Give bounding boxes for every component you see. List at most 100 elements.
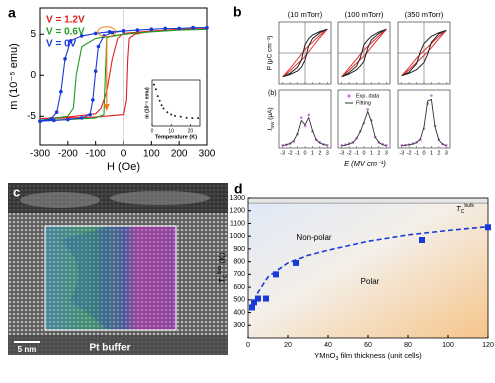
bulk-label: TCbulk: [456, 203, 474, 215]
data-point: [149, 27, 154, 32]
y-tick-label: 400: [233, 309, 245, 316]
x-tick-label: 1: [430, 150, 433, 156]
data-point: [79, 34, 84, 38]
x-tick-label: -3: [399, 150, 404, 156]
data-point: [54, 110, 59, 114]
bulk-label-part: bulk: [464, 203, 474, 209]
fit-curve: [251, 225, 489, 309]
panel-label: b: [233, 4, 242, 20]
data-point: [110, 30, 115, 35]
inset-point: [179, 115, 182, 118]
inset-point: [152, 83, 155, 86]
inset-point: [166, 111, 169, 114]
y-tick-label: 800: [233, 258, 245, 265]
data-point: [263, 295, 269, 302]
data-point: [307, 113, 311, 117]
y-tick-label: 500: [233, 297, 245, 304]
column-title: (100 mTorr): [345, 10, 384, 19]
inset-x-tick-label: 20: [188, 128, 194, 134]
y-tick-label: 1200: [229, 208, 245, 215]
x-tick-label: -1: [354, 150, 359, 156]
subplot-frame: [397, 89, 451, 149]
x-axis-label-part: film thickness (unit cells): [338, 351, 422, 360]
y-axis-label-part: (K): [218, 252, 227, 265]
tem-image: [8, 183, 228, 355]
arrow-head: [103, 103, 110, 112]
y-axis-label-part: SW: [270, 121, 275, 129]
x-tick-label: 200: [171, 149, 188, 160]
y-tick-label: 600: [233, 284, 245, 291]
hysteresis-loop: [39, 27, 207, 122]
x-axis-label: YMnO3 film thickness (unit cells): [314, 351, 422, 362]
x-tick-label: 40: [324, 342, 332, 349]
column-title: (10 mTorr): [288, 10, 323, 19]
pe-loop: [282, 28, 328, 78]
y-axis-label-part: C: [223, 274, 229, 278]
x-tick-label: 0: [362, 150, 365, 156]
row-label: (b): [268, 90, 277, 97]
y-tick-label: 1000: [229, 233, 245, 240]
x-axis-label: H (Oe): [107, 161, 140, 173]
x-tick-label: 2: [377, 150, 380, 156]
data-point: [68, 39, 73, 43]
y-tick-label: 0: [30, 70, 36, 81]
x-axis-label-part: 3: [335, 356, 338, 362]
inset-point: [162, 107, 165, 110]
data-point: [49, 116, 53, 121]
inset-point: [154, 88, 157, 91]
legend-entry: V = 0.6V: [46, 27, 85, 38]
inset-point: [191, 117, 194, 120]
legend-entry: Exp. data: [356, 93, 380, 99]
y-axis-label-part: T: [218, 277, 227, 283]
region-label: Non-polar: [296, 233, 331, 242]
region-label: Polar: [361, 277, 380, 286]
x-tick-label: 1: [311, 150, 314, 156]
y-axis-label: TCfilm (K): [217, 252, 229, 283]
x-tick-label: 0: [246, 342, 250, 349]
x-tick-label: 3: [385, 150, 388, 156]
y-tick-label: 1100: [230, 220, 245, 227]
highlight: [97, 26, 117, 38]
x-tick-label: 60: [364, 342, 372, 349]
y-axis-label-part: I: [267, 129, 274, 131]
inset-point: [158, 99, 161, 102]
data-point: [59, 89, 63, 94]
x-tick-label: 0: [422, 150, 425, 156]
inset-x-tick-label: 10: [168, 128, 174, 134]
x-tick-label: -2: [288, 150, 293, 156]
x-tick-label: -200: [58, 149, 78, 160]
subplot-frame: [337, 89, 391, 149]
data-point: [273, 271, 279, 278]
y-axis-label-part: (μA): [267, 107, 274, 121]
data-point: [251, 299, 257, 306]
data-point: [177, 26, 181, 31]
data-point: [255, 295, 261, 302]
data-point: [107, 29, 112, 34]
bulk-band: [248, 198, 488, 204]
legend-entry: V = 1.2V: [46, 15, 85, 26]
bulk-label-part: T: [456, 204, 462, 213]
inset-y-label: m (10⁻⁵ emu): [144, 87, 150, 119]
x-tick-label: -2: [347, 150, 352, 156]
x-tick-label: -1: [414, 150, 419, 156]
subplot-frame: [278, 89, 332, 149]
data-point: [430, 94, 433, 97]
data-point: [52, 118, 56, 123]
inset-x-label: Temperature (K): [155, 134, 197, 140]
y-axis-label-part: film: [217, 265, 223, 274]
plot-background: [248, 198, 488, 338]
x-tick-label: 120: [482, 342, 494, 349]
x-tick-label: -1: [295, 150, 300, 156]
data-point: [63, 57, 67, 61]
y-axis-label: P (μC cm⁻²): [267, 36, 274, 71]
x-tick-label: -3: [339, 150, 344, 156]
data-point: [163, 26, 168, 31]
data-point: [135, 28, 140, 32]
y-axis-label: m (10⁻⁵ emu): [8, 43, 20, 110]
data-point: [96, 44, 101, 49]
x-tick-label: 0: [303, 150, 306, 156]
x-axis-label-part: YMnO: [314, 351, 335, 360]
scale-bar-label: 5 nm: [18, 345, 37, 354]
x-tick-label: 100: [143, 149, 160, 160]
